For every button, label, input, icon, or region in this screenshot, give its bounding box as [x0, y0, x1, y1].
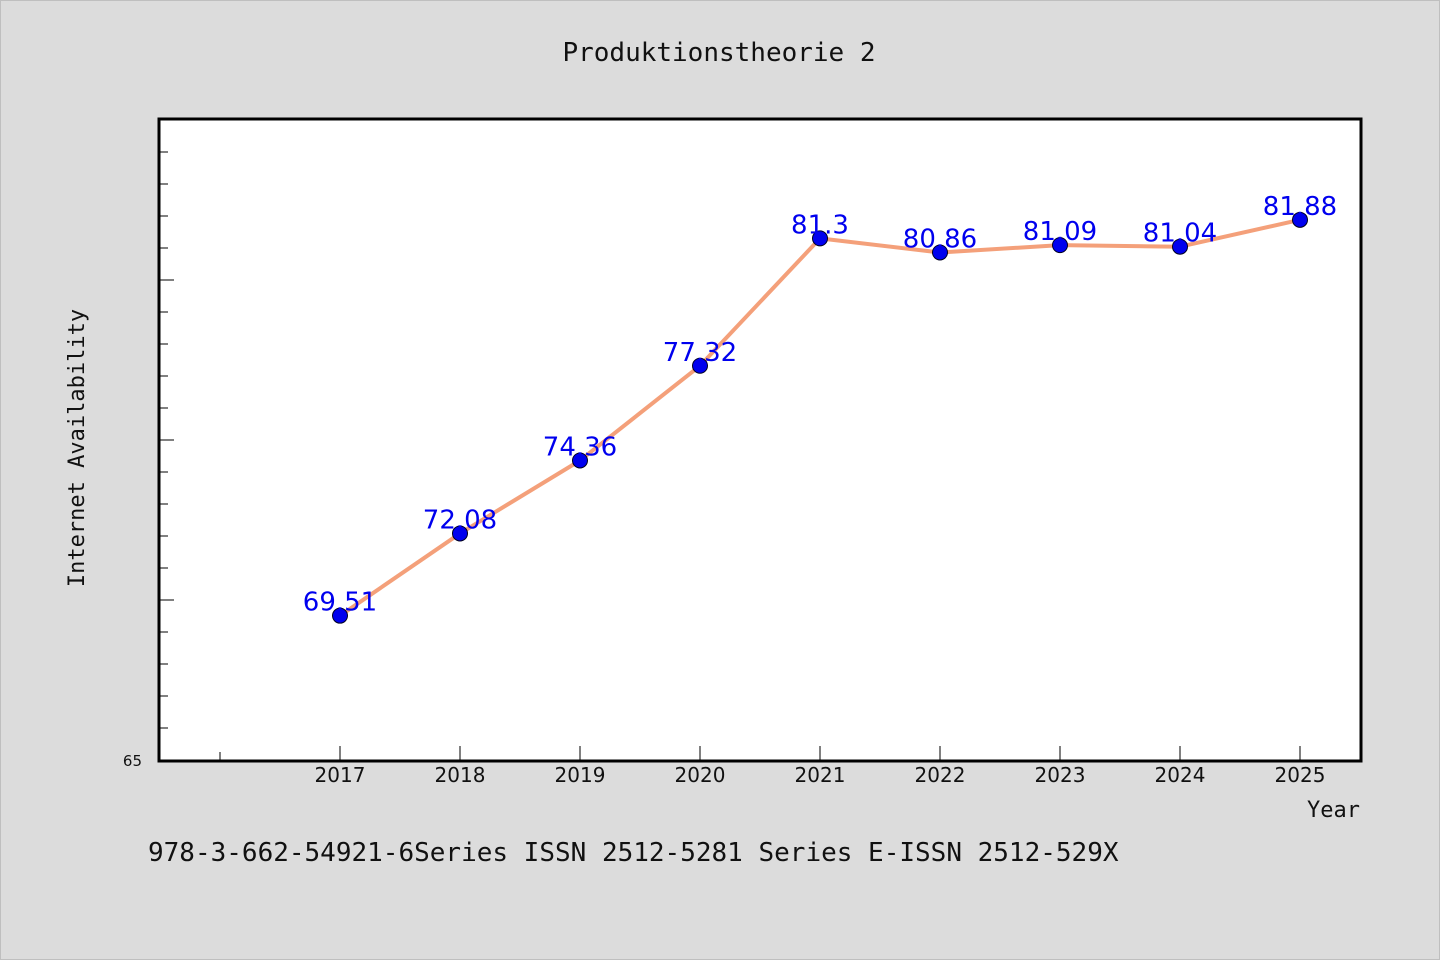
data-point-2023 — [1052, 237, 1068, 254]
data-label-2020: 77.32 — [663, 338, 737, 368]
data-point-2024 — [1172, 238, 1188, 255]
x-tick-label-2025: 2025 — [1275, 763, 1326, 787]
data-label-2017: 69.51 — [303, 588, 377, 618]
x-tick-label-2019: 2019 — [555, 763, 606, 787]
data-point-2021 — [812, 230, 828, 247]
data-point-2019 — [572, 452, 588, 469]
x-axis-label: Year — [1307, 798, 1360, 823]
x-tick-label-2021: 2021 — [795, 763, 846, 787]
data-label-2018: 72.08 — [423, 505, 497, 535]
data-label-2023: 81.09 — [1023, 217, 1097, 247]
data-label-2024: 81.04 — [1143, 219, 1217, 249]
x-tick-label-2022: 2022 — [915, 763, 966, 787]
x-tick-label-2024: 2024 — [1155, 763, 1206, 787]
data-label-2022: 80.86 — [903, 224, 977, 254]
x-tick-label-2018: 2018 — [435, 763, 486, 787]
data-point-2020 — [692, 357, 708, 374]
y-axis-ticks — [160, 151, 174, 729]
data-point-2025 — [1292, 211, 1308, 228]
plot-area — [157, 117, 1363, 763]
x-tick-label-2023: 2023 — [1035, 763, 1086, 787]
x-tick-label-2020: 2020 — [675, 763, 726, 787]
footer-isbn-text: 978-3-662-54921-6Series ISSN 2512-5281 S… — [148, 838, 1119, 868]
data-point-2022 — [932, 244, 948, 261]
data-label-2019: 74.36 — [543, 432, 617, 462]
x-tick-label-2017: 2017 — [315, 763, 366, 787]
y-axis-label: Internet Availability — [65, 309, 90, 587]
data-point-2018 — [452, 525, 468, 542]
chart-title: Produktionstheorie 2 — [562, 38, 875, 68]
y-tick-label-min: 65 — [123, 752, 142, 770]
data-label-2021: 81.3 — [791, 210, 849, 240]
data-point-2017 — [332, 607, 348, 624]
x-axis-ticks: 2017 2018 2019 2020 2021 2022 2023 2024 2025 — [219, 746, 1326, 787]
series-layer: 69.51 72.08 74.36 77.32 81.3 80.86 81.09 81.04 8… — [303, 192, 1337, 624]
data-label-2025: 81.88 — [1263, 192, 1337, 222]
